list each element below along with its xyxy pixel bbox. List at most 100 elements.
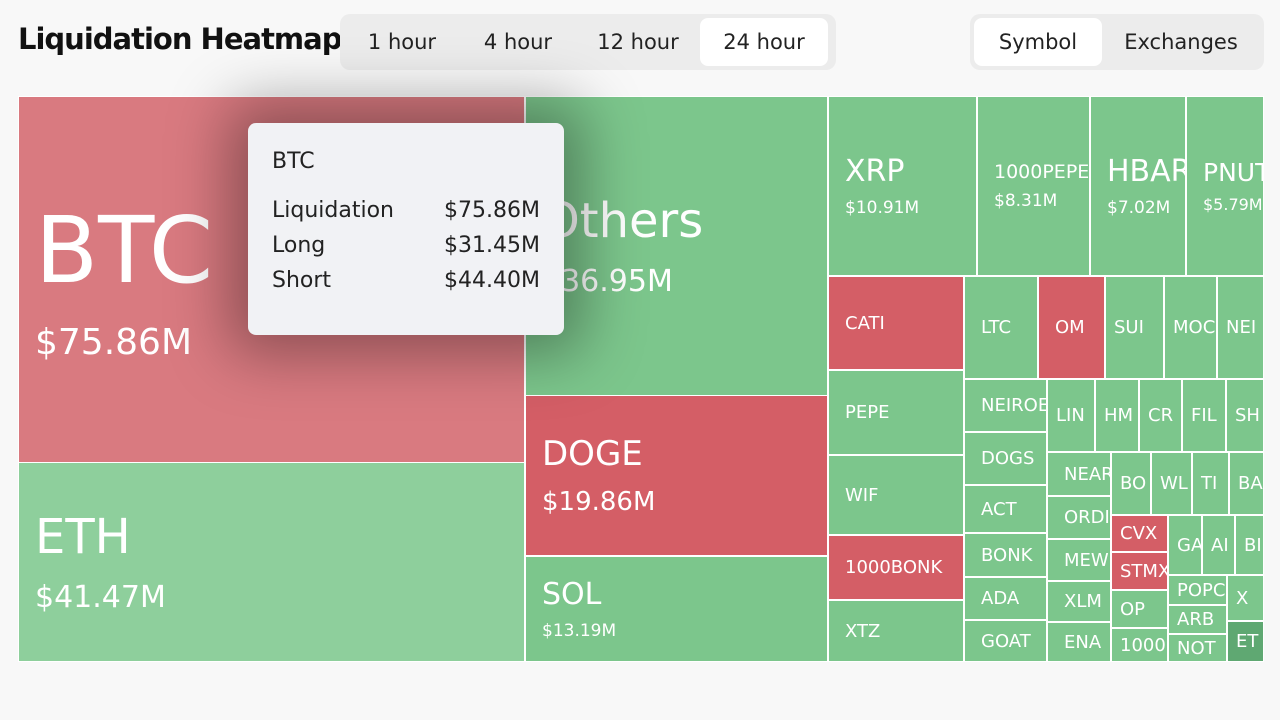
tile[interactable]: XLM (1047, 581, 1111, 622)
tile[interactable]: SUI (1105, 276, 1164, 379)
tile[interactable]: BONK (964, 533, 1047, 577)
time-tab[interactable]: 4 hour (483, 30, 553, 54)
tile[interactable]: GOAT (964, 620, 1047, 662)
tile-label: NEAR (1064, 463, 1111, 485)
tile[interactable]: 1000PEPE $8.31M (977, 96, 1090, 276)
tile[interactable]: WIF (828, 455, 964, 535)
tile[interactable]: SOL $13.19M (525, 556, 828, 662)
tile[interactable]: ET (1227, 621, 1264, 662)
tile[interactable]: ARB (1168, 605, 1227, 634)
tile[interactable]: DOGE $19.86M (525, 395, 828, 556)
tile[interactable]: PNUT $5.79M (1186, 96, 1264, 276)
tile-label: CVX (1120, 523, 1158, 544)
tile[interactable]: CATI (828, 276, 964, 370)
tile[interactable]: WL (1151, 452, 1192, 515)
tile[interactable]: XRP $10.91M (828, 96, 977, 276)
tile-label: XRP (845, 154, 905, 190)
tile[interactable]: OM (1038, 276, 1105, 379)
tile-label: 1000 (1120, 634, 1166, 656)
tile[interactable]: CVX (1111, 515, 1168, 552)
tile[interactable]: OP (1111, 590, 1168, 628)
tile-label: PNUT (1203, 158, 1264, 187)
tile-label: BA (1238, 473, 1263, 494)
time-tab[interactable]: 1 hour (367, 30, 437, 54)
tile-value: $10.91M (845, 197, 920, 218)
time-tab[interactable]: 24 hour (700, 18, 828, 66)
tile-label: LIN (1056, 405, 1085, 426)
tile[interactable]: MEW (1047, 539, 1111, 581)
tile[interactable]: FIL (1182, 379, 1226, 452)
tile-label: DOGE (542, 434, 643, 474)
tile[interactable]: ACT (964, 485, 1047, 533)
tile[interactable]: BO (1111, 452, 1151, 515)
tooltip-title: BTC (272, 149, 315, 174)
tile[interactable]: GA (1168, 515, 1202, 575)
tile-label: POPC (1177, 579, 1226, 601)
tile[interactable]: ADA (964, 577, 1047, 620)
view-tab[interactable]: Symbol (974, 18, 1102, 66)
tile[interactable]: BI (1235, 515, 1264, 575)
tile[interactable]: NEIROE (964, 379, 1047, 432)
view-tab[interactable]: Exchanges (1124, 30, 1238, 54)
tile-label: MEW (1064, 549, 1109, 571)
tile[interactable]: ETH $41.47M (18, 462, 525, 662)
row-value: $31.45M (444, 233, 540, 258)
tile[interactable]: 1000 (1111, 628, 1168, 662)
tile-label: HBAR (1107, 154, 1186, 190)
tile[interactable]: AI (1202, 515, 1235, 575)
view-tabs: Symbol Exchanges (970, 14, 1264, 70)
tile[interactable]: NOT (1168, 634, 1227, 662)
tile-label: PEPE (845, 402, 890, 423)
tile[interactable]: ORDI (1047, 496, 1111, 539)
tile[interactable]: Others $36.95M (525, 96, 828, 396)
title: Liquidation Heatmap (18, 22, 342, 56)
tile[interactable]: PEPE (828, 370, 964, 455)
tile[interactable]: ENA (1047, 622, 1111, 662)
tile[interactable]: MOC (1164, 276, 1217, 379)
tile-label: GA (1177, 534, 1202, 556)
tile[interactable]: HM (1095, 379, 1139, 452)
tile-value: $7.02M (1107, 197, 1171, 218)
tile[interactable]: NEI (1217, 276, 1264, 379)
tile[interactable]: 1000BONK (828, 535, 964, 600)
tile-label: Others (542, 193, 704, 249)
tile-label: HM (1104, 405, 1134, 426)
tile-label: LTC (981, 317, 1012, 338)
tile[interactable]: LTC (964, 276, 1038, 379)
tile[interactable]: CR (1139, 379, 1182, 452)
tooltip-row: Short $44.40M (272, 268, 540, 293)
tile[interactable]: SH (1226, 379, 1264, 452)
tile-label: XLM (1064, 591, 1102, 612)
tile-label: FIL (1191, 405, 1217, 426)
tile[interactable]: XTZ (828, 600, 964, 662)
tile-label: NOT (1177, 637, 1216, 659)
tile-label: 1000BONK (845, 557, 943, 578)
tile-label: DOGS (981, 448, 1035, 469)
time-tab[interactable]: 12 hour (597, 30, 679, 54)
tile[interactable]: POPC (1168, 575, 1227, 605)
row-label: Short (272, 268, 332, 293)
tile-label: BONK (981, 544, 1033, 566)
tile-label: SOL (542, 577, 602, 613)
row-label: Long (272, 233, 326, 258)
tile-label: ENA (1064, 631, 1102, 653)
tile-label: SUI (1114, 317, 1144, 338)
tile[interactable]: DOGS (964, 432, 1047, 485)
tile[interactable]: TI (1192, 452, 1229, 515)
tile[interactable]: X (1227, 575, 1264, 621)
tile[interactable]: NEAR (1047, 452, 1111, 496)
tile-label: ORDI (1064, 507, 1110, 528)
tile-value: $75.86M (35, 321, 193, 363)
tile-label: BO (1120, 473, 1147, 494)
tile[interactable]: LIN (1047, 379, 1095, 452)
tile[interactable]: BA (1229, 452, 1264, 515)
tile[interactable]: HBAR $7.02M (1090, 96, 1186, 276)
tile-label: WL (1160, 473, 1188, 494)
tile-label: NEIROE (981, 395, 1047, 416)
tile-label: OP (1120, 598, 1146, 620)
tile-label: 1000PEPE (994, 160, 1090, 183)
tile-value: $36.95M (542, 264, 673, 299)
tile-value: $8.31M (994, 191, 1058, 212)
tile[interactable]: STMX (1111, 552, 1168, 590)
